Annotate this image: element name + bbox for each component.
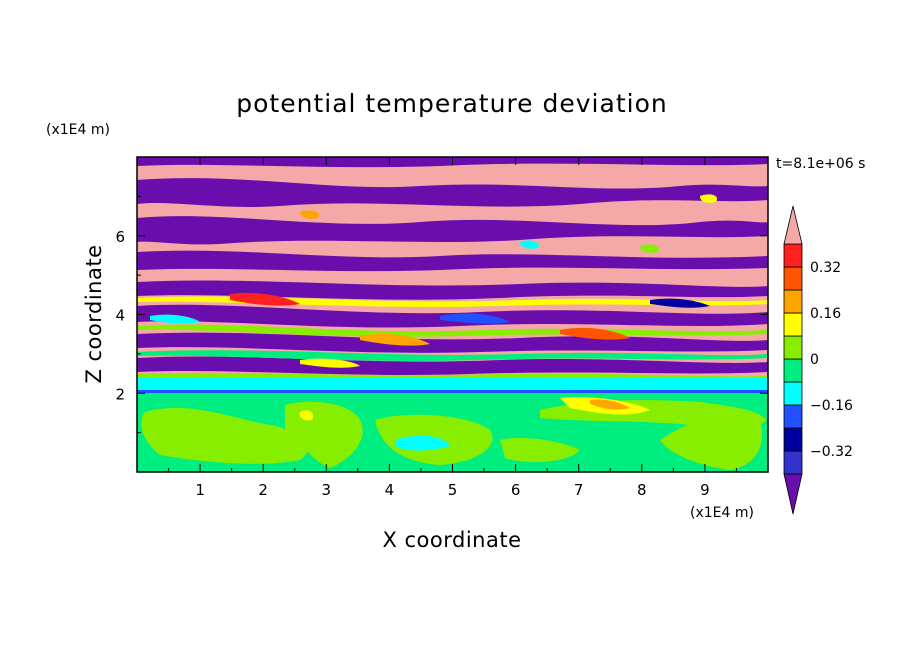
x-tick-label: 9 xyxy=(700,481,710,499)
colorbar-top-extension xyxy=(783,205,803,245)
x-axis-label: X coordinate xyxy=(382,528,521,552)
upper-edge-spots xyxy=(300,194,718,253)
colorbar-labels: 0.32 0.16 0 −0.16 −0.32 xyxy=(810,260,853,460)
y-axis: 2 4 6 xyxy=(115,195,768,434)
x-tick-label: 2 xyxy=(258,481,268,499)
x-tick-label: 7 xyxy=(574,481,584,499)
colorbar-label: 0.32 xyxy=(810,260,841,276)
colorbar-bottom-extension xyxy=(783,473,803,515)
x-tick-label: 4 xyxy=(385,481,395,499)
colorbar-label: 0 xyxy=(810,352,819,368)
chart-title: potential temperature deviation xyxy=(236,89,667,118)
time-label: t=8.1e+06 s xyxy=(776,156,865,172)
inversion-band xyxy=(137,377,768,393)
colorbar-box xyxy=(783,243,803,268)
y-unit-label: (x1E4 m) xyxy=(46,122,110,138)
colorbar-label: −0.16 xyxy=(810,398,853,414)
y-axis-label: Z coordinate xyxy=(82,244,106,383)
x-tick-label: 1 xyxy=(195,481,205,499)
x-axis: 1 2 3 4 5 6 7 8 9 xyxy=(168,157,737,499)
x-unit-label: (x1E4 m) xyxy=(690,505,754,521)
middle-color-edges xyxy=(137,292,768,377)
y-tick-label: 6 xyxy=(115,228,125,246)
x-tick-label: 8 xyxy=(637,481,647,499)
colorbar-box xyxy=(783,335,803,360)
y-tick-label: 2 xyxy=(115,385,125,403)
colorbar-label: 0.16 xyxy=(810,306,841,322)
colorbar-box xyxy=(783,266,803,291)
x-tick-label: 6 xyxy=(511,481,521,499)
colorbar-box xyxy=(783,427,803,452)
lower-warm-spots xyxy=(299,397,650,451)
colorbar-box xyxy=(783,312,803,337)
colorbar-box xyxy=(783,450,803,475)
contour-field xyxy=(137,157,768,472)
x-tick-label: 5 xyxy=(448,481,458,499)
colorbar-label: −0.32 xyxy=(810,444,853,460)
y-tick-label: 4 xyxy=(115,307,125,325)
colorbar-box xyxy=(783,381,803,406)
x-tick-label: 3 xyxy=(322,481,332,499)
upper-purple-bands xyxy=(137,157,768,272)
colorbar-box xyxy=(783,404,803,429)
lower-patches xyxy=(141,400,766,470)
colorbar-box xyxy=(783,289,803,314)
colorbar-box xyxy=(783,358,803,383)
colorbar xyxy=(783,205,803,515)
